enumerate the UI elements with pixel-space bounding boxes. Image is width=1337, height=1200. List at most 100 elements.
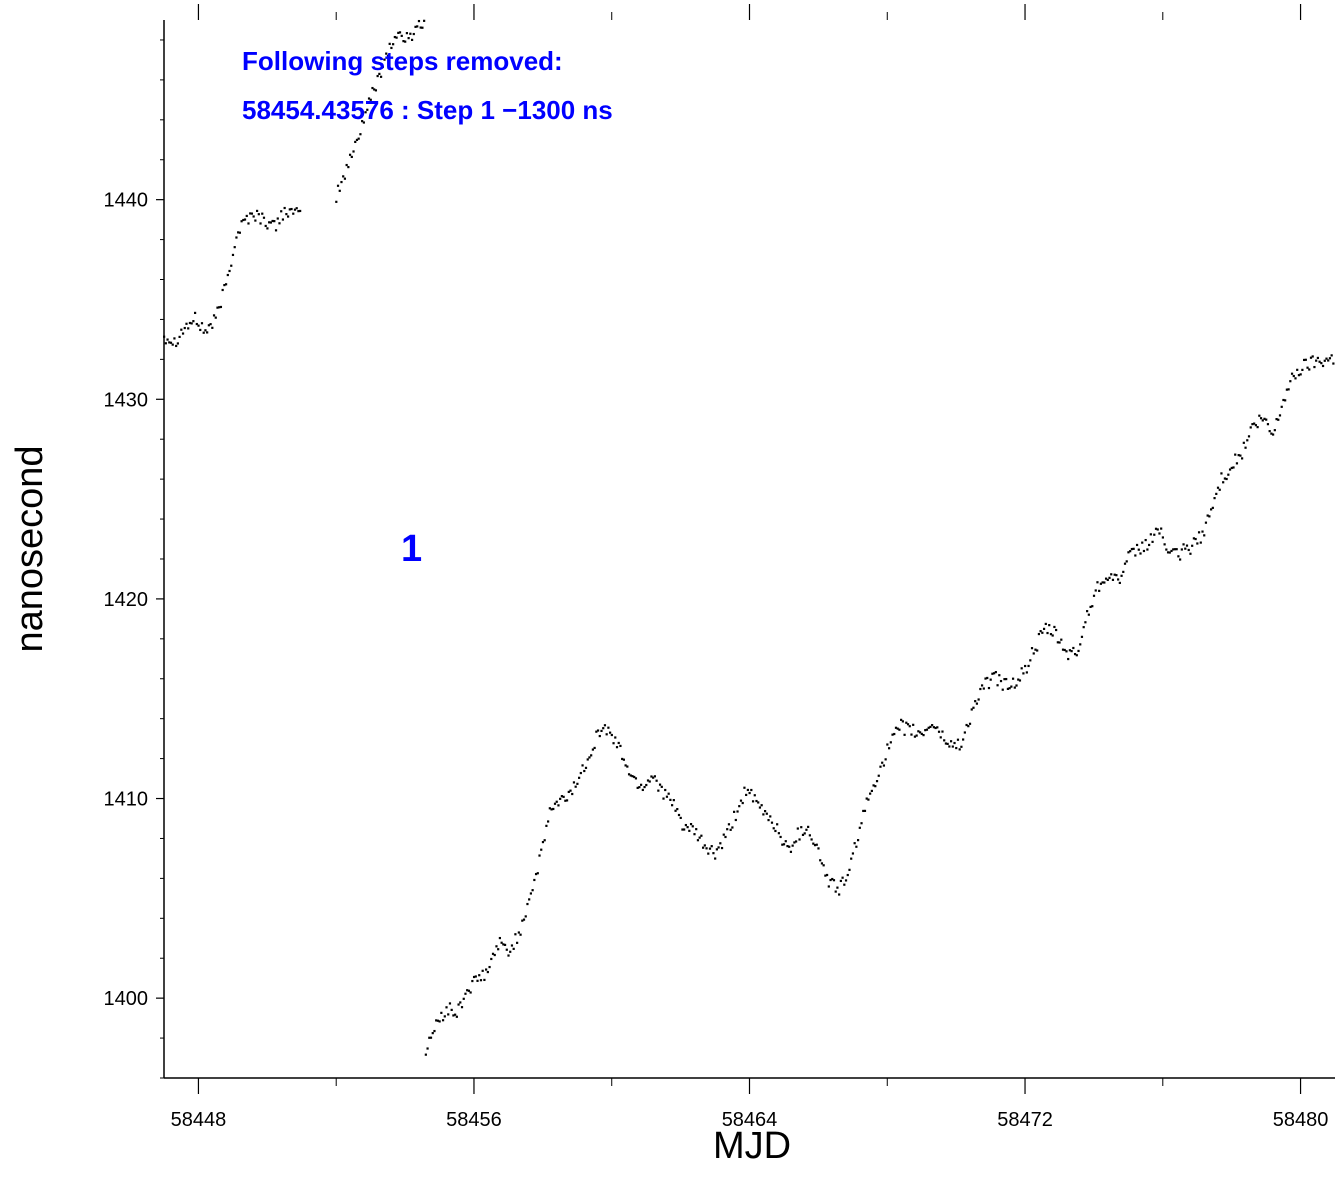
data-point-486 (1034, 648, 1037, 651)
data-point-502 (1061, 648, 1065, 651)
data-point-13 (185, 322, 188, 325)
data-point-105 (378, 72, 381, 75)
data-point-114 (393, 35, 396, 39)
data-point-244 (617, 741, 620, 745)
data-point-63 (271, 219, 274, 223)
data-point-630 (1282, 398, 1285, 402)
data-point-644 (1306, 366, 1309, 369)
data-point-487 (1036, 649, 1039, 652)
data-point-558 (1158, 532, 1161, 535)
data-point-654 (1323, 359, 1326, 362)
data-point-389 (867, 798, 870, 801)
data-point-576 (1189, 552, 1192, 555)
data-point-634 (1289, 380, 1292, 383)
data-point-553 (1149, 533, 1152, 536)
data-point-81 (336, 184, 340, 187)
data-point-657 (1328, 357, 1332, 360)
data-point-530 (1110, 573, 1113, 576)
data-point-620 (1265, 418, 1268, 421)
data-point-378 (848, 868, 851, 871)
data-point-592 (1216, 486, 1220, 489)
data-point-444 (962, 738, 965, 741)
data-point-417 (915, 734, 918, 737)
data-point-115 (395, 36, 398, 39)
data-point-68 (280, 210, 283, 213)
data-point-368 (831, 877, 834, 881)
data-point-373 (839, 879, 842, 883)
data-point-601 (1232, 466, 1235, 469)
data-point-596 (1223, 477, 1226, 480)
data-point-206 (552, 807, 555, 811)
y-tick-label-4: 1440 (104, 190, 149, 212)
data-point-386 (862, 809, 865, 813)
data-point-107 (381, 65, 384, 69)
data-point-179 (505, 948, 508, 951)
y-tick-label-3: 1430 (104, 389, 149, 411)
data-point-307 (726, 828, 729, 831)
data-point-265 (653, 775, 656, 778)
data-point-287 (691, 825, 694, 828)
data-point-248 (624, 764, 627, 767)
data-point-7 (175, 344, 178, 348)
data-point-214 (565, 799, 569, 802)
data-point-411 (905, 721, 908, 724)
data-point-591 (1215, 492, 1218, 495)
data-point-635 (1290, 372, 1294, 375)
data-point-332 (769, 815, 772, 818)
data-point-595 (1222, 481, 1225, 484)
data-point-554 (1151, 540, 1154, 543)
data-point-337 (777, 832, 780, 835)
data-point-377 (846, 873, 849, 877)
data-point-602 (1234, 453, 1237, 456)
data-point-298 (710, 845, 713, 848)
data-point-173 (495, 945, 498, 948)
data-point-454 (979, 687, 982, 691)
data-point-544 (1134, 554, 1137, 557)
data-point-0 (163, 335, 166, 338)
data-point-426 (931, 724, 934, 727)
data-point-369 (832, 879, 836, 882)
data-point-292 (700, 834, 703, 837)
data-point-333 (770, 821, 774, 824)
data-point-91 (354, 140, 357, 144)
data-point-372 (838, 893, 841, 896)
data-point-39 (230, 264, 233, 267)
y-tick-label-1: 1410 (104, 789, 149, 811)
data-point-72 (286, 215, 290, 218)
data-point-656 (1327, 359, 1330, 362)
data-point-23 (202, 331, 205, 334)
data-point-593 (1218, 488, 1221, 491)
data-point-217 (571, 792, 574, 796)
data-point-78 (297, 210, 300, 213)
data-point-567 (1173, 548, 1177, 551)
data-point-65 (274, 229, 278, 232)
data-point-269 (660, 785, 663, 788)
data-point-119 (402, 40, 405, 43)
data-point-481 (1025, 671, 1028, 674)
data-point-156 (466, 989, 469, 992)
data-point-95 (361, 120, 364, 123)
data-point-570 (1179, 558, 1182, 561)
data-point-610 (1247, 435, 1251, 438)
data-point-407 (898, 728, 901, 731)
data-point-36 (224, 283, 228, 286)
data-point-367 (829, 878, 832, 882)
data-point-205 (550, 808, 553, 811)
data-point-8 (176, 342, 179, 345)
data-point-301 (715, 848, 718, 851)
x-axis-title: MJD (713, 1125, 791, 1167)
data-point-534 (1117, 578, 1120, 581)
data-point-396 (879, 765, 882, 768)
data-point-351 (801, 833, 805, 836)
data-point-375 (843, 883, 846, 886)
data-point-225 (584, 766, 588, 769)
data-point-161 (474, 975, 477, 978)
data-point-334 (772, 827, 775, 830)
data-point-652 (1320, 362, 1323, 365)
data-point-202 (545, 824, 548, 827)
data-point-262 (648, 780, 651, 783)
data-point-639 (1297, 374, 1301, 377)
data-point-121 (405, 32, 409, 35)
data-point-331 (767, 818, 770, 822)
data-point-106 (379, 75, 383, 78)
